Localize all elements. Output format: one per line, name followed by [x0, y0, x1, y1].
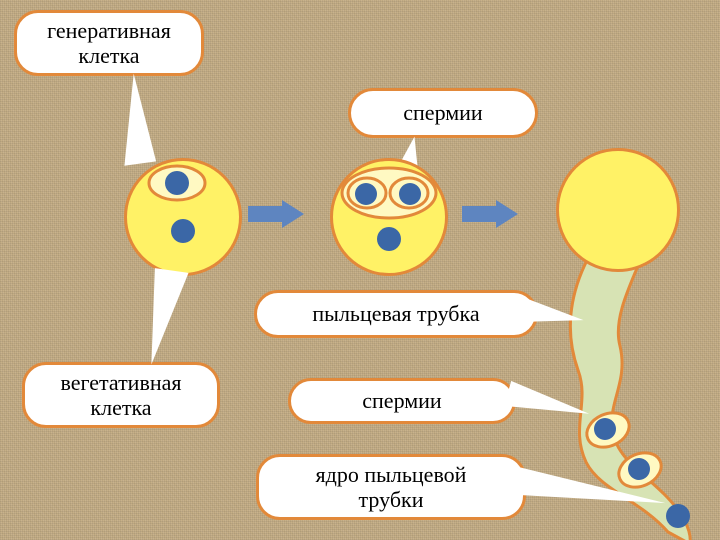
- pointer-pollen-tube: [523, 298, 585, 326]
- tube-sperm-2-nucleus: [628, 458, 650, 480]
- callout-tube-nucleus: ядро пыльцевой трубки: [256, 454, 526, 520]
- arrow-2: [462, 200, 518, 228]
- cell1-vegetative-nucleus: [171, 219, 195, 243]
- cell2-sperm-left-nucleus: [355, 183, 377, 205]
- tube-nucleus: [666, 504, 690, 528]
- cell1-generative-nucleus: [165, 171, 189, 195]
- callout-pollen-tube-text: пыльцевая трубка: [312, 301, 479, 326]
- callout-generative-cell: генеративная клетка: [14, 10, 204, 76]
- cell-stage2: [330, 158, 448, 276]
- callout-spermii-bottom: спермии: [288, 378, 516, 424]
- cell-stage1: [124, 158, 242, 276]
- tube-sperm-1-nucleus: [594, 418, 616, 440]
- callout-tube-nucleus-text: ядро пыльцевой трубки: [316, 462, 467, 513]
- callout-spermii-top: спермии: [348, 88, 538, 138]
- callout-generative-cell-text: генеративная клетка: [47, 18, 171, 69]
- callout-spermii-bottom-text: спермии: [362, 388, 441, 413]
- callout-spermii-top-text: спермии: [403, 100, 482, 125]
- callout-vegetative-cell: вегетативная клетка: [22, 362, 220, 428]
- cell2-sperm-right-nucleus: [399, 183, 421, 205]
- callout-pollen-tube: пыльцевая трубка: [254, 290, 538, 338]
- diagram-canvas: генеративная клетка спермии: [0, 0, 720, 540]
- cell-stage3: [556, 148, 680, 272]
- cell2-vegetative-nucleus: [377, 227, 401, 251]
- arrow-1: [248, 200, 304, 228]
- callout-vegetative-cell-text: вегетативная клетка: [60, 370, 181, 421]
